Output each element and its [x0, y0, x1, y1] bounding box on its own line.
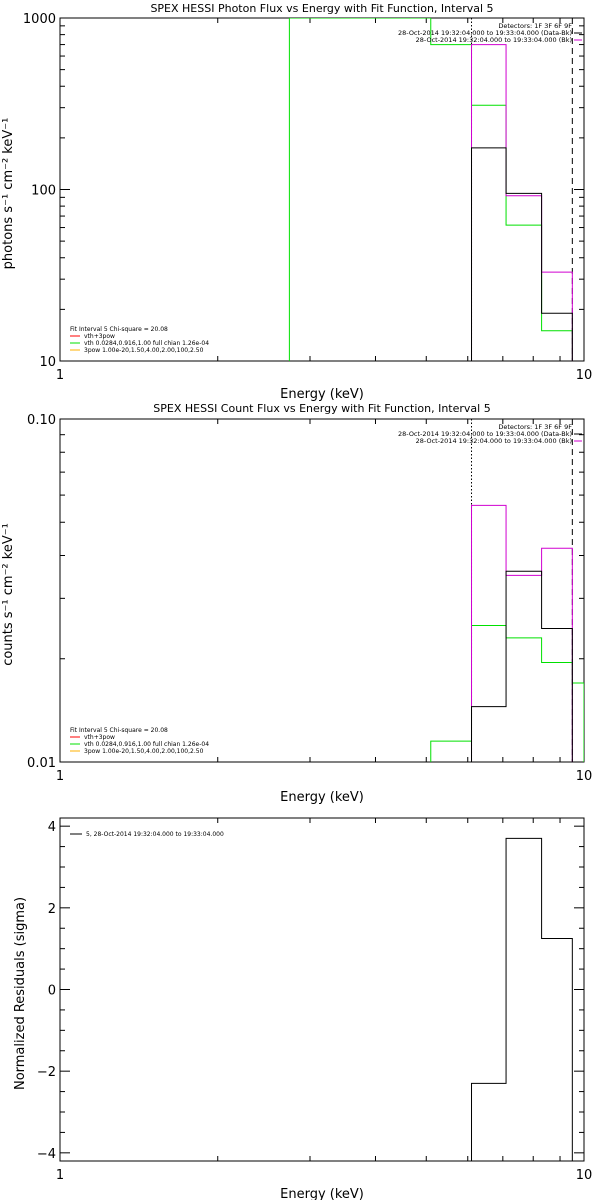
histogram-series-3 [471, 570, 573, 762]
histogram-series-3 [471, 147, 573, 361]
histogram-series-2 [471, 44, 573, 361]
x-tick-label: 10 [576, 769, 593, 784]
chart-panel-2: SPEX HESSI Count Flux vs Energy with Fit… [1, 402, 592, 805]
y-axis-label: photons s⁻¹ cm⁻² keV⁻¹ [1, 118, 16, 270]
x-axis-label: Energy (keV) [280, 387, 364, 402]
y-tick-label: 0.01 [27, 756, 56, 771]
y-tick-label: −4 [37, 1147, 56, 1162]
chart-panel-3: Energy (keV) Normalized Residuals (sigma)… [13, 817, 593, 1200]
chart-title: SPEX HESSI Count Flux vs Energy with Fit… [153, 402, 490, 415]
header-text-line: 28-Oct-2014 19:32:04.000 to 19:33:04.000… [416, 36, 572, 44]
histogram-series-2 [471, 504, 573, 762]
data-layer [471, 837, 573, 1161]
plot-frame [59, 418, 585, 763]
header-text-line: 28-Oct-2014 19:32:04.000 to 19:33:04.000… [398, 430, 572, 438]
x-tick-label: 1 [56, 769, 64, 784]
histogram-series-1 [430, 625, 584, 762]
header-text-line: Detectors: 1F 3F 6F 9F [498, 423, 572, 431]
y-tick-label: −2 [37, 1065, 56, 1080]
histogram-series-1 [288, 18, 573, 361]
legend-label: 3pow 1.00e-20,1.50,4.00,2.00,100,2.50 [84, 347, 204, 354]
plot-frame [59, 817, 585, 1162]
data-layer [430, 419, 584, 762]
y-tick-label: 0.10 [27, 413, 56, 428]
chart-title: SPEX HESSI Photon Flux vs Energy with Fi… [150, 2, 493, 15]
header-text-line: 28-Oct-2014 19:32:04.000 to 19:33:04.000… [416, 437, 572, 445]
chart-panel-1: SPEX HESSI Photon Flux vs Energy with Fi… [1, 2, 592, 402]
header-text-line: Detectors: 1F 3F 6F 9F [498, 22, 572, 30]
x-tick-label: 10 [576, 1168, 593, 1183]
legend-label: vth 0.0284,0.916,1.00 full chian 1.26e-0… [84, 741, 209, 748]
y-tick-label: 2 [48, 902, 56, 917]
header-text-line: 28-Oct-2014 19:32:04.000 to 19:33:04.000… [398, 29, 572, 37]
y-tick-label: 10 [39, 355, 56, 370]
legend-label: 3pow 1.00e-20,1.50,4.00,2.00,100,2.50 [84, 748, 204, 755]
y-axis-label: Normalized Residuals (sigma) [13, 897, 28, 1090]
plot-frame [59, 17, 585, 362]
y-tick-label: 1000 [23, 12, 56, 27]
legend-label: 5, 28-Oct-2014 19:32:04.000 to 19:33:04.… [86, 831, 224, 838]
y-tick-label: 4 [48, 820, 56, 835]
y-axis-label: counts s⁻¹ cm⁻² keV⁻¹ [1, 523, 16, 666]
data-layer [288, 18, 573, 361]
x-tick-label: 1 [56, 368, 64, 383]
x-axis-label: Energy (keV) [280, 1187, 364, 1200]
legend-label: vth+3pow [84, 734, 115, 741]
legend-label: vth 0.0284,0.916,1.00 full chian 1.26e-0… [84, 340, 209, 347]
legend-title: Fit Interval 5 Chi-square = 20.08 [70, 727, 168, 734]
histogram-series-1 [471, 837, 573, 1161]
x-tick-label: 10 [576, 368, 593, 383]
y-tick-label: 0 [48, 984, 56, 999]
x-tick-label: 1 [56, 1168, 64, 1183]
legend-label: vth+3pow [84, 333, 115, 340]
legend-title: Fit Interval 5 Chi-square = 20.08 [70, 326, 168, 333]
y-tick-label: 100 [31, 184, 56, 199]
x-axis-label: Energy (keV) [280, 790, 364, 805]
